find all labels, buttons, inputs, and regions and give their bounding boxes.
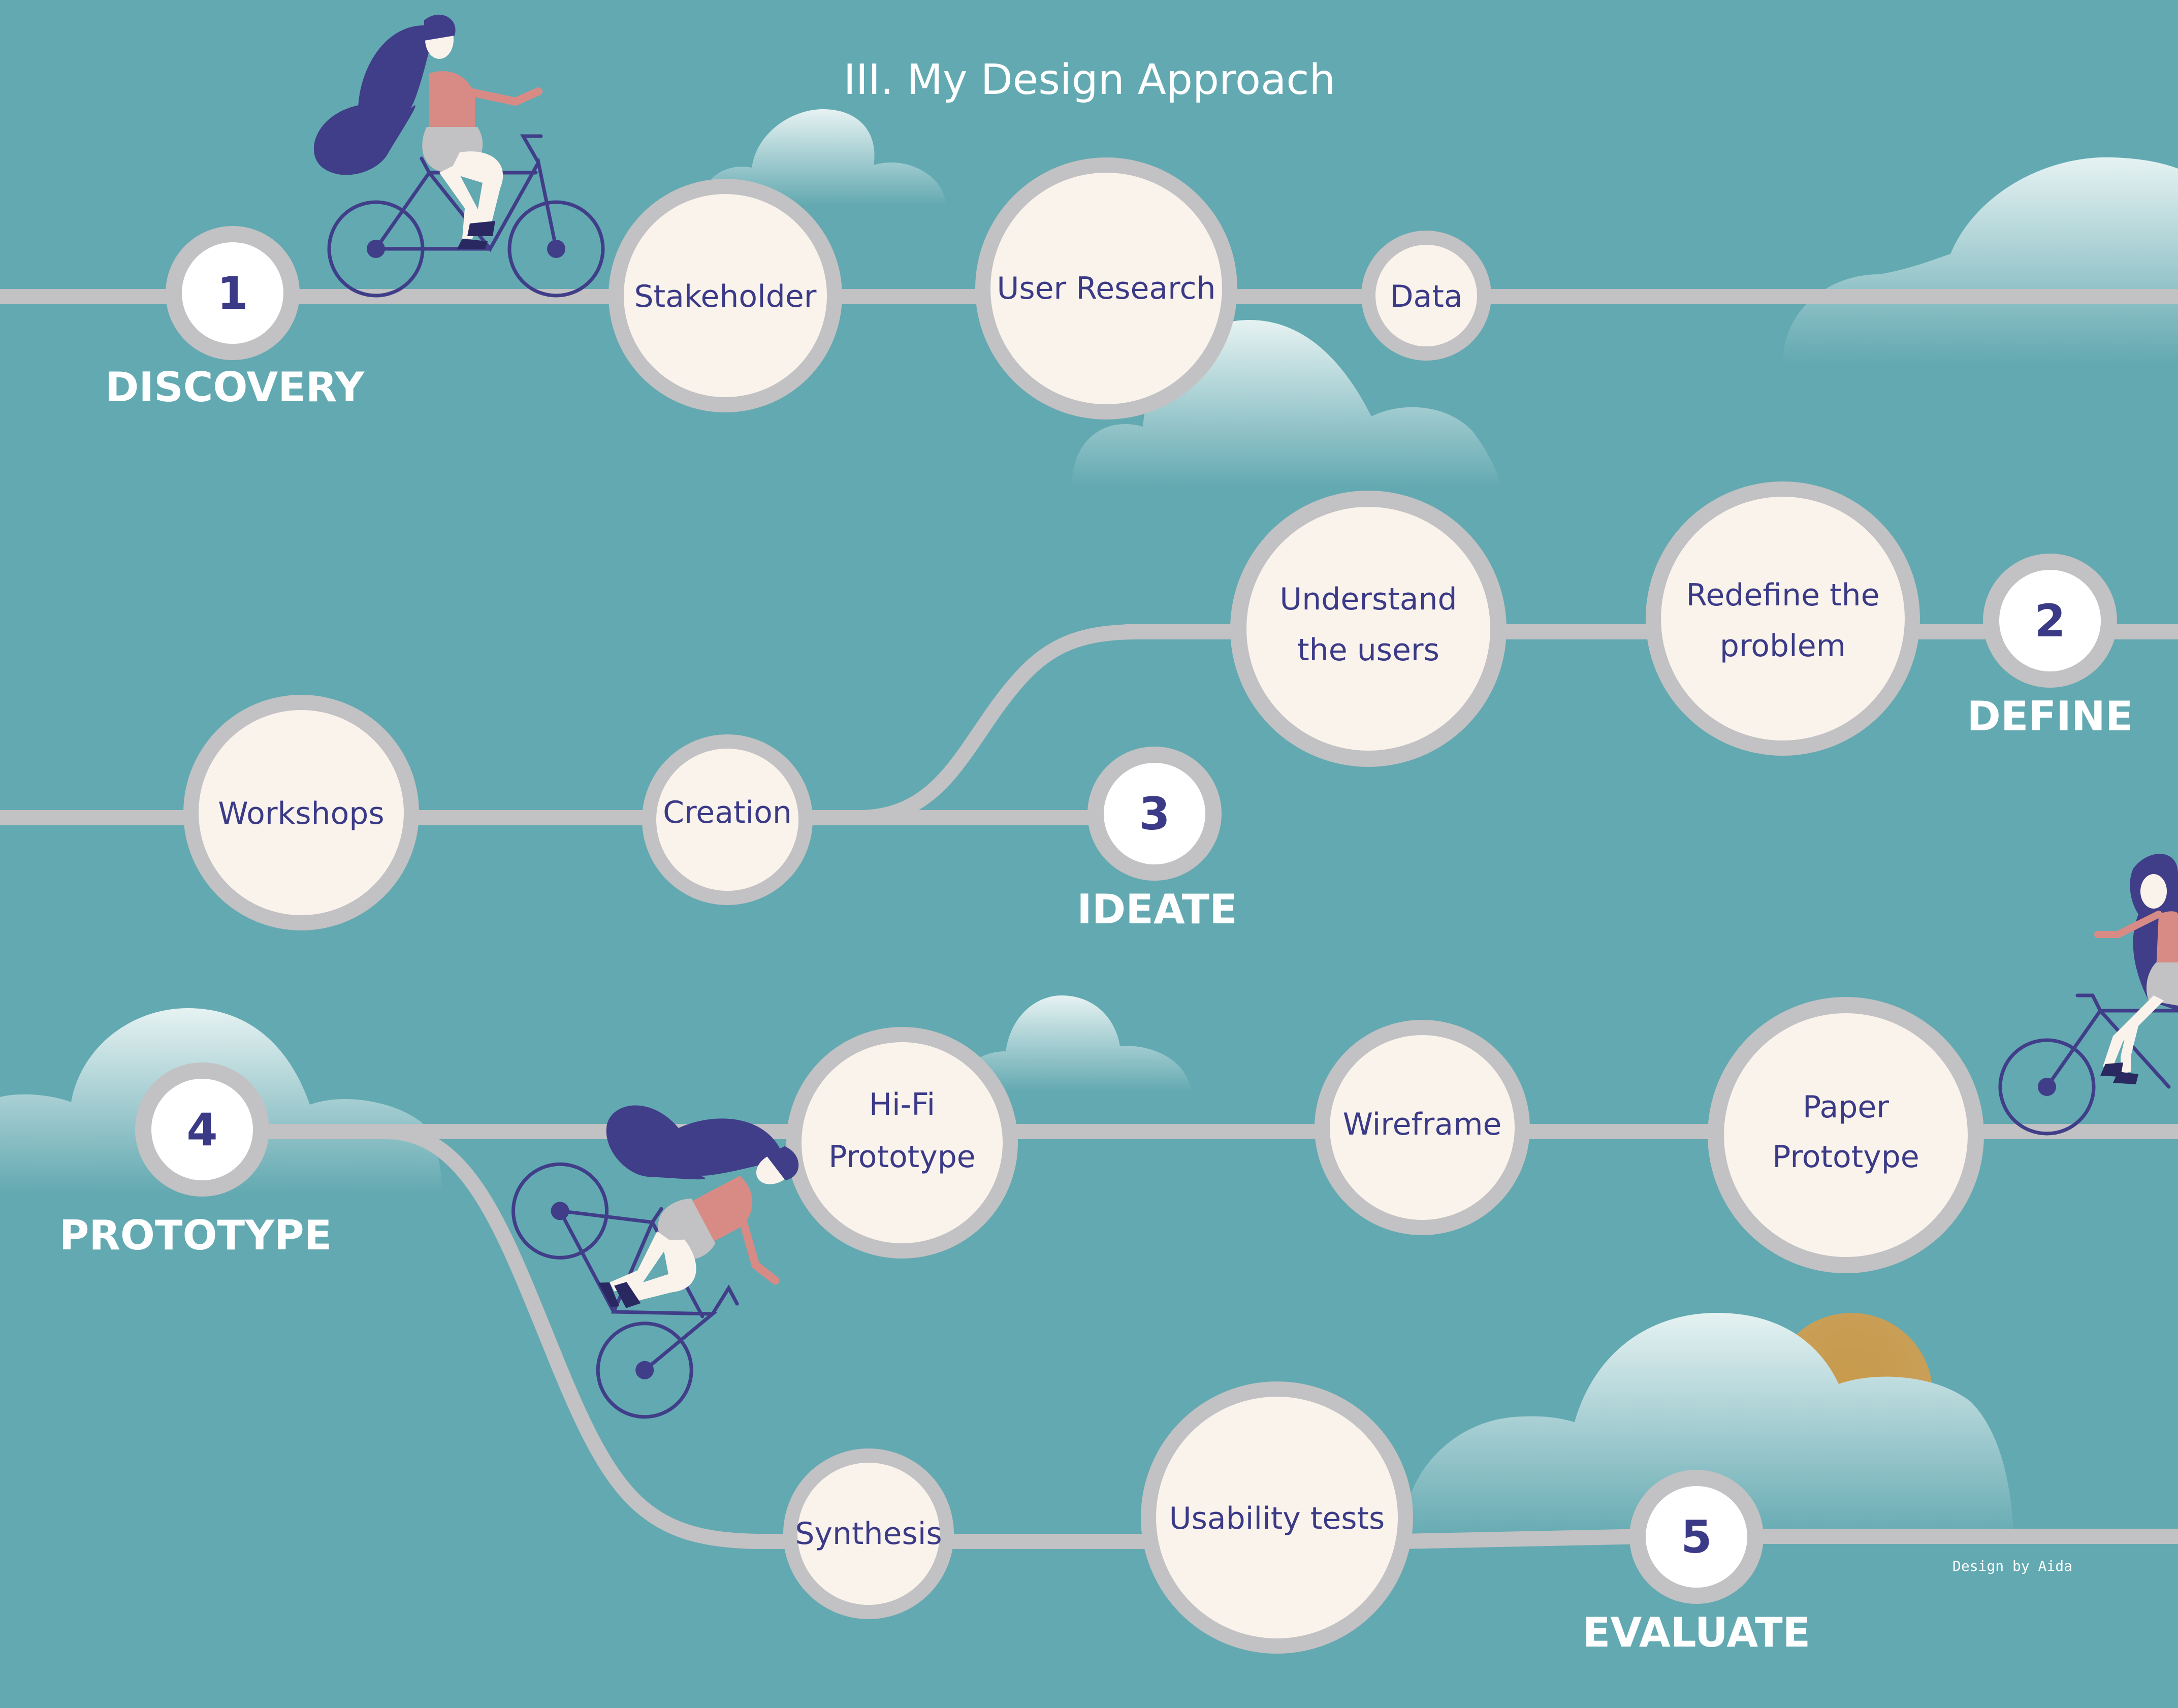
stage-1-number: 1 [217, 267, 248, 319]
bubble-workshops-text: Workshops [218, 796, 384, 831]
track-connector-prototype-evaluate [193, 1124, 762, 1549]
track-row-5 [757, 1529, 2178, 1549]
bubble-paper-prototype: Paper Prototype [1708, 997, 1984, 1273]
cloud-prototype [960, 995, 1192, 1092]
cyclists [314, 15, 2178, 1433]
bubble-redefine-problem-text-1: Redefine the [1686, 577, 1879, 613]
stage-5-number: 5 [1681, 1511, 1712, 1563]
bubble-creation: Creation [642, 734, 813, 905]
bubble-wireframe: Wireframe [1315, 1020, 1530, 1235]
track-connector-ideate-define [858, 624, 1138, 825]
bubble-usability-tests-text: Usability tests [1169, 1501, 1385, 1536]
bubble-stakeholder-text: Stakeholder [634, 279, 817, 314]
stage-2-number: 2 [2034, 595, 2065, 647]
bubble-hifi-prototype: Hi-Fi Prototype [786, 1027, 1018, 1259]
bubble-redefine-problem: Redefine the problem [1646, 481, 1920, 756]
bubble-understand-users-text-2: the users [1297, 632, 1439, 668]
bubble-redefine-problem-text-2: problem [1720, 628, 1846, 664]
bubble-understand-users: Understand the users [1230, 491, 1507, 767]
stage-5-marker: 5 EVALUATE [1583, 1470, 1811, 1656]
bubble-paper-prototype-text-1: Paper [1803, 1089, 1889, 1125]
bubble-stakeholder: Stakeholder [608, 179, 842, 412]
stage-2-label: DEFINE [1967, 693, 2133, 740]
stage-4-number: 4 [186, 1104, 217, 1156]
bubble-usability-tests: Usability tests [1141, 1381, 1413, 1654]
cloud-top-right [1783, 157, 2178, 363]
stage-4-label: PROTOTYPE [59, 1212, 332, 1259]
stage-markers: 1 DISCOVERY 2 DEFINE 3 IDEATE 4 PROTOTYP… [59, 226, 2133, 1656]
bubble-creation-text: Creation [663, 795, 792, 830]
step-bubbles: Stakeholder User Research Data Understan… [183, 157, 1984, 1654]
page-title: III. My Design Approach [844, 56, 1336, 104]
bubble-synthesis: Synthesis [783, 1448, 954, 1619]
stage-5-label: EVALUATE [1583, 1609, 1811, 1656]
stage-3-number: 3 [1139, 788, 1170, 840]
bubble-data-text: Data [1390, 279, 1462, 314]
stage-1-label: DISCOVERY [105, 364, 365, 411]
bubble-understand-users-text-1: Understand [1279, 582, 1457, 617]
bubble-synthesis-text: Synthesis [795, 1516, 942, 1552]
stage-1-marker: 1 DISCOVERY [105, 226, 365, 411]
cyclist-illustration-right [1998, 854, 2178, 1136]
stage-3-marker: 3 IDEATE [1077, 747, 1237, 933]
bubble-hifi-prototype-text-1: Hi-Fi [869, 1087, 935, 1122]
bubble-user-research: User Research [975, 157, 1237, 420]
bubble-paper-prototype-text-2: Prototype [1772, 1139, 1919, 1175]
bubble-user-research-text: User Research [997, 271, 1215, 306]
stage-4-marker: 4 PROTOTYPE [59, 1062, 332, 1259]
bubble-workshops: Workshops [183, 695, 419, 930]
cloud-bottom [1402, 1313, 2014, 1541]
stage-3-label: IDEATE [1077, 886, 1237, 933]
stage-2-marker: 2 DEFINE [1967, 554, 2133, 740]
design-credit: Design by Aida [1952, 1558, 2072, 1574]
bubble-wireframe-text: Wireframe [1343, 1107, 1502, 1142]
cloud-top-small [701, 109, 945, 206]
bubble-hifi-prototype-text-2: Prototype [828, 1139, 975, 1175]
bubble-data: Data [1361, 231, 1491, 361]
